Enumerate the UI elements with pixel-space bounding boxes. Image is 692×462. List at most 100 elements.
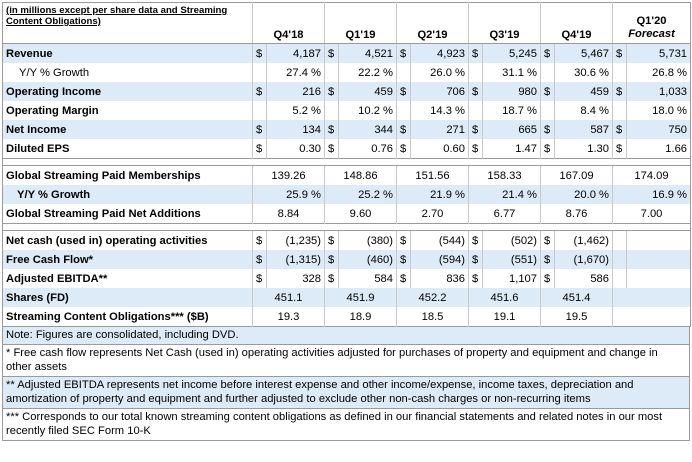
section-divider — [1, 158, 691, 166]
row-operating-income: Operating Income $216 $459 $706 $980 $45… — [2, 82, 691, 101]
cell-value: 5.2 % — [266, 101, 325, 120]
currency: $ — [612, 120, 627, 139]
row-label: Streaming Content Obligations*** ($B) — [2, 307, 253, 327]
cell-value: 31.1 % — [482, 63, 541, 82]
row-revenue-growth: Y/Y % Growth 27.4 % 22.2 % 26.0 % 31.1 %… — [2, 63, 691, 82]
currency: $ — [468, 250, 483, 269]
cell-value: 4,923 — [410, 43, 469, 63]
currency: $ — [540, 139, 555, 159]
cell-value: 750 — [625, 120, 691, 139]
currency: $ — [252, 269, 267, 288]
cell-value: 18.7 % — [482, 101, 541, 120]
row-net-income: Net Income $134 $344 $271 $665 $587 $750 — [2, 120, 691, 139]
cell-value: 344 — [338, 120, 397, 139]
cell-value: 139.26 — [252, 165, 325, 185]
row-free-cash-flow: Free Cash Flow* $ (1,315) $ (460) $ (594) $… — [2, 250, 691, 269]
cell-value: 10.2 % — [338, 101, 397, 120]
currency: $ — [324, 120, 339, 139]
currency: $ — [252, 43, 267, 63]
currency: $ — [468, 269, 483, 288]
row-shares-fd: Shares (FD) 451.1 451.9 452.2 451.6 451.… — [2, 288, 691, 307]
currency: $ — [468, 82, 483, 101]
cell-value: 5,467 — [554, 43, 613, 63]
row-label: Revenue — [2, 43, 253, 63]
currency: $ — [324, 43, 339, 63]
cell-value: 1,107 — [482, 269, 541, 288]
cell-value: 19.5 — [540, 307, 613, 327]
currency: $ — [540, 250, 555, 269]
row-label: Y/Y % Growth — [2, 185, 253, 204]
cell-value: 1.66 — [625, 139, 691, 159]
cell-value: 27.4 % — [266, 63, 325, 82]
cell-value: (460) — [338, 250, 397, 269]
cell-value: (1,315) — [266, 250, 325, 269]
cell-value: 706 — [410, 82, 469, 101]
cell-value: 836 — [410, 269, 469, 288]
currency: $ — [612, 139, 627, 159]
cell-value: 5,731 — [625, 43, 691, 63]
row-paid-memberships: Global Streaming Paid Memberships 139.26… — [2, 165, 691, 185]
cell-value: 26.0 % — [410, 63, 469, 82]
cell-value: 4,521 — [338, 43, 397, 63]
forecast-period: Q1'20 — [636, 15, 667, 27]
currency: $ — [396, 230, 411, 250]
period-q4-19: Q4'19 — [540, 2, 613, 44]
cell-value: 7.00 — [611, 204, 691, 224]
cell-value: 451.6 — [468, 288, 541, 307]
row-label: Global Streaming Paid Net Additions — [2, 204, 253, 224]
cell-value: 665 — [482, 120, 541, 139]
cell-value: 18.9 — [324, 307, 397, 327]
cell-value: 1.30 — [554, 139, 613, 159]
row-label: Global Streaming Paid Memberships — [2, 165, 253, 185]
cell-value: 4,187 — [266, 43, 325, 63]
period-q1-20-forecast: Q1'20 Forecast — [611, 2, 691, 44]
cell-value: 151.56 — [396, 165, 469, 185]
cell-value: 451.9 — [324, 288, 397, 307]
cell-value: 6.77 — [468, 204, 541, 224]
cell-value: 167.09 — [540, 165, 613, 185]
cell-value: 980 — [482, 82, 541, 101]
note-consolidated: Note: Figures are consolidated, includin… — [2, 327, 690, 345]
section-divider — [1, 223, 691, 231]
cell-value: 18.5 — [396, 307, 469, 327]
currency: $ — [252, 82, 267, 101]
currency: $ — [540, 120, 555, 139]
row-label: Free Cash Flow* — [2, 250, 253, 269]
cell-value: 459 — [554, 82, 613, 101]
currency: $ — [612, 82, 627, 101]
currency: $ — [468, 139, 483, 159]
table-caption: (in millions except per share data and S… — [2, 2, 253, 44]
cell-value: 21.4 % — [468, 185, 541, 204]
currency: $ — [324, 230, 339, 250]
cell-value: (1,670) — [554, 250, 613, 269]
cell-value: 8.84 — [252, 204, 325, 224]
cell-value: 19.1 — [468, 307, 541, 327]
cell-value: 452.2 — [396, 288, 469, 307]
row-label: Net Income — [2, 120, 253, 139]
row-label: Diluted EPS — [2, 139, 253, 159]
cell-value: 328 — [266, 269, 325, 288]
cell-value: 0.60 — [410, 139, 469, 159]
cell-value: 8.4 % — [554, 101, 613, 120]
row-membership-growth: Y/Y % Growth 25.9 % 25.2 % 21.9 % 21.4 %… — [2, 185, 691, 204]
row-label: Adjusted EBITDA** — [2, 269, 253, 288]
row-revenue: Revenue $4,187 $4,521 $4,923 $5,245 $5,4… — [2, 43, 691, 63]
currency: $ — [468, 230, 483, 250]
currency: $ — [252, 139, 267, 159]
footnote-adjusted-ebitda: ** Adjusted EBITDA represents net income… — [2, 377, 690, 409]
cell-value: 158.33 — [468, 165, 541, 185]
cell-value: 8.76 — [540, 204, 613, 224]
currency: $ — [324, 269, 339, 288]
currency: $ — [540, 230, 555, 250]
cell-value: 216 — [266, 82, 325, 101]
row-label: Shares (FD) — [2, 288, 253, 307]
currency: $ — [612, 43, 627, 63]
row-adjusted-ebitda: Adjusted EBITDA** $328 $584 $836 $1,107 … — [2, 269, 691, 288]
cell-value: (544) — [410, 230, 469, 250]
row-operating-margin: Operating Margin 5.2 % 10.2 % 14.3 % 18.… — [2, 101, 691, 120]
footnote-free-cash-flow: * Free cash flow represents Net Cash (us… — [2, 345, 690, 377]
cell-value: 587 — [554, 120, 613, 139]
period-q3-19: Q3'19 — [468, 2, 541, 44]
currency: $ — [396, 43, 411, 63]
cell-value: (594) — [410, 250, 469, 269]
